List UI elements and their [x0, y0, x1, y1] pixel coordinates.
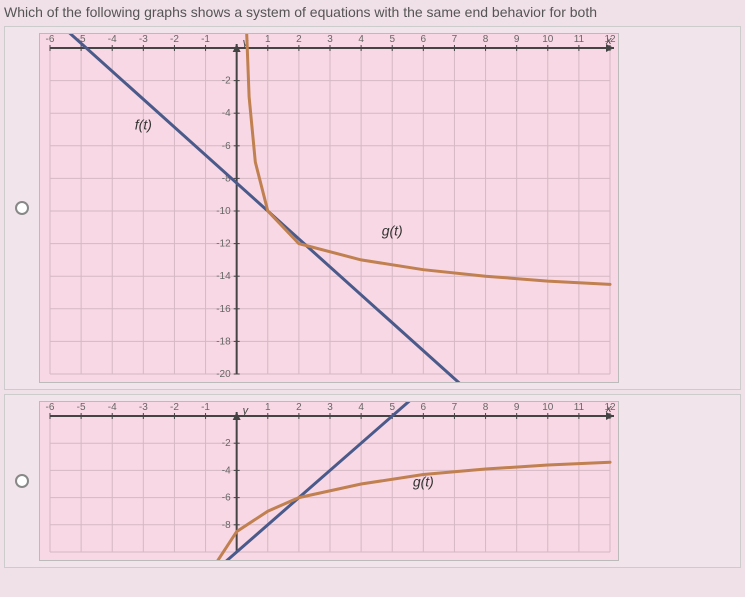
svg-text:2: 2	[296, 34, 302, 45]
graph-wrap-2: yx-6-5-4-3-2-1123456789101112-2-4-6-8g(t…	[39, 395, 740, 567]
svg-text:-4: -4	[108, 34, 117, 45]
svg-text:8: 8	[483, 34, 489, 45]
svg-text:3: 3	[327, 34, 333, 45]
svg-text:-3: -3	[139, 402, 148, 413]
svg-text:-1: -1	[201, 34, 210, 45]
radio-1[interactable]	[15, 201, 29, 215]
svg-text:7: 7	[452, 34, 458, 45]
svg-text:-4: -4	[222, 465, 231, 476]
svg-text:-4: -4	[108, 402, 117, 413]
svg-text:5: 5	[389, 34, 395, 45]
svg-text:-6: -6	[222, 493, 231, 504]
svg-text:-12: -12	[216, 239, 231, 250]
graph-1: yx-6-5-4-3-2-1123456789101112-2-4-6-8-10…	[39, 33, 619, 383]
svg-text:9: 9	[514, 402, 520, 413]
svg-text:2: 2	[296, 402, 302, 413]
graph-2: yx-6-5-4-3-2-1123456789101112-2-4-6-8g(t…	[39, 401, 619, 561]
svg-text:1: 1	[265, 34, 271, 45]
svg-text:-10: -10	[216, 206, 231, 217]
svg-text:10: 10	[542, 402, 554, 413]
svg-text:g(t): g(t)	[382, 222, 403, 238]
svg-text:11: 11	[574, 34, 585, 45]
svg-text:4: 4	[358, 34, 364, 45]
svg-text:12: 12	[604, 34, 616, 45]
svg-text:f(t): f(t)	[135, 117, 152, 133]
svg-text:11: 11	[574, 402, 585, 413]
svg-text:-20: -20	[216, 369, 231, 380]
svg-text:-2: -2	[222, 438, 231, 449]
svg-text:-18: -18	[216, 336, 231, 347]
option-1[interactable]: yx-6-5-4-3-2-1123456789101112-2-4-6-8-10…	[4, 26, 741, 390]
radio-cell-2	[5, 395, 39, 567]
svg-text:6: 6	[421, 402, 427, 413]
svg-text:4: 4	[358, 402, 364, 413]
graph-wrap-1: yx-6-5-4-3-2-1123456789101112-2-4-6-8-10…	[39, 27, 740, 389]
svg-text:-14: -14	[216, 271, 231, 282]
svg-text:-6: -6	[46, 34, 55, 45]
svg-text:12: 12	[604, 402, 616, 413]
svg-text:-16: -16	[216, 304, 231, 315]
radio-2[interactable]	[15, 474, 29, 488]
svg-text:-2: -2	[170, 402, 179, 413]
svg-text:6: 6	[421, 34, 427, 45]
svg-text:-8: -8	[222, 520, 231, 531]
svg-text:g(t): g(t)	[413, 474, 434, 490]
svg-text:-1: -1	[201, 402, 210, 413]
svg-text:8: 8	[483, 402, 489, 413]
svg-text:10: 10	[542, 34, 554, 45]
svg-text:-2: -2	[222, 76, 231, 87]
option-2[interactable]: yx-6-5-4-3-2-1123456789101112-2-4-6-8g(t…	[4, 394, 741, 568]
svg-text:5: 5	[389, 402, 395, 413]
svg-text:-2: -2	[170, 34, 179, 45]
svg-text:-5: -5	[77, 402, 86, 413]
svg-text:3: 3	[327, 402, 333, 413]
svg-text:-6: -6	[222, 141, 231, 152]
svg-text:1: 1	[265, 402, 271, 413]
svg-text:-6: -6	[46, 402, 55, 413]
svg-text:7: 7	[452, 402, 458, 413]
svg-text:-3: -3	[139, 34, 148, 45]
question-text: Which of the following graphs shows a sy…	[4, 4, 741, 20]
svg-text:9: 9	[514, 34, 520, 45]
radio-cell-1	[5, 27, 39, 389]
svg-text:-4: -4	[222, 108, 231, 119]
